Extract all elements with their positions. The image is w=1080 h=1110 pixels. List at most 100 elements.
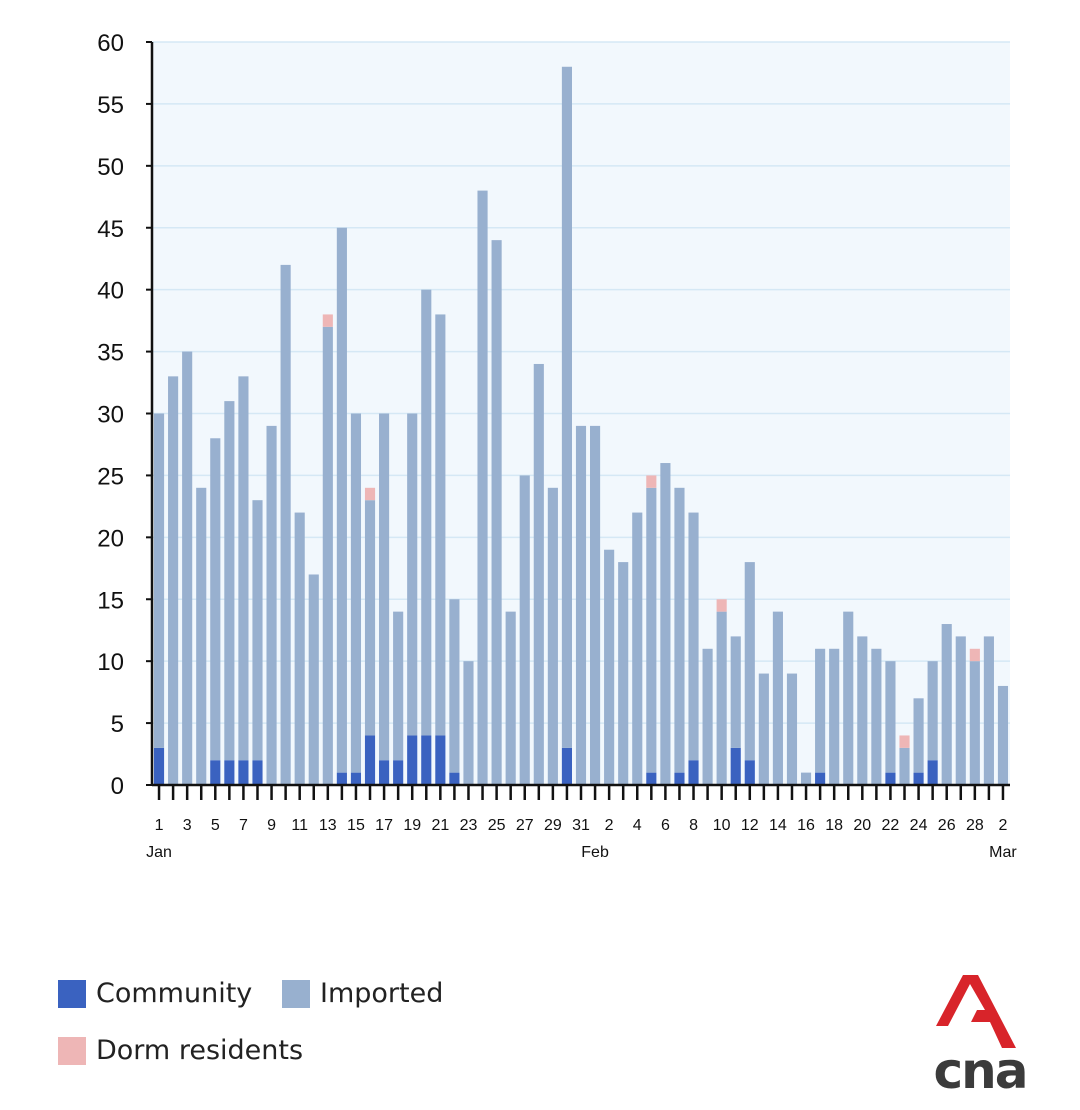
x-tick-label: 12 xyxy=(741,817,759,834)
bar-community xyxy=(449,772,460,785)
legend-label-community: Community xyxy=(96,978,253,1009)
bar-imported xyxy=(407,413,418,736)
legend-swatch-imported xyxy=(282,979,310,1008)
x-tick-label: 24 xyxy=(910,817,928,834)
x-tick-label: 9 xyxy=(267,817,276,834)
bar-imported xyxy=(435,314,446,736)
y-tick-label: 15 xyxy=(97,587,124,614)
x-tick-label: 6 xyxy=(661,817,670,834)
x-tick-label: 15 xyxy=(347,817,365,834)
x-tick-label: 8 xyxy=(689,817,698,834)
bar-imported xyxy=(730,636,741,748)
bar-imported xyxy=(350,413,362,773)
bar-imported xyxy=(744,562,755,761)
bar-imported xyxy=(702,648,713,785)
bar-imported xyxy=(294,512,305,785)
bar-imported xyxy=(674,487,685,773)
bar-community xyxy=(435,735,446,785)
bar-imported xyxy=(688,512,699,761)
bar-imported xyxy=(899,747,910,785)
bar-dorm-residents xyxy=(716,599,727,612)
y-tick-label: 20 xyxy=(97,525,124,552)
bar-imported xyxy=(632,512,643,785)
legend-swatch-community xyxy=(58,979,86,1008)
x-tick-label: 11 xyxy=(291,817,308,834)
bar-community xyxy=(238,760,249,785)
y-tick-label: 60 xyxy=(97,30,124,57)
bar-community xyxy=(421,735,432,785)
bar-imported xyxy=(505,611,516,785)
bar-imported xyxy=(393,611,404,761)
bar-community xyxy=(913,772,924,785)
bar-imported xyxy=(815,648,826,773)
bar-imported xyxy=(519,475,530,785)
bar-imported xyxy=(857,636,868,785)
bar-dorm-residents xyxy=(364,487,376,501)
x-tick-label: 21 xyxy=(431,817,449,834)
y-tick-label: 35 xyxy=(97,340,124,367)
bar-imported xyxy=(224,401,235,761)
bar-imported xyxy=(618,562,629,785)
bar-imported xyxy=(786,673,798,785)
bar-imported xyxy=(491,240,502,786)
bar-imported xyxy=(941,624,952,785)
bar-imported xyxy=(421,289,432,736)
bar-imported xyxy=(182,351,193,785)
bar-community xyxy=(885,772,896,785)
x-tick-label: 26 xyxy=(938,817,956,834)
bar-community xyxy=(393,760,404,785)
x-tick-label: 4 xyxy=(633,817,642,834)
x-tick-label: 22 xyxy=(882,817,900,834)
bar-dorm-residents xyxy=(646,475,657,488)
x-tick-label: 5 xyxy=(211,817,220,834)
bar-imported xyxy=(533,363,544,785)
bar-imported xyxy=(885,661,896,773)
bar-imported xyxy=(561,66,572,748)
bar-imported xyxy=(364,500,376,736)
legend: Community Imported Dorm residents xyxy=(58,970,618,1080)
bar-imported xyxy=(238,376,249,761)
x-tick-label: 25 xyxy=(488,817,506,834)
bar-community xyxy=(927,760,938,785)
y-tick-label: 55 xyxy=(97,92,124,119)
bar-imported xyxy=(772,611,783,785)
bar-community xyxy=(561,747,572,785)
legend-item-imported: Imported xyxy=(282,978,443,1009)
month-label: Feb xyxy=(581,844,609,861)
bar-community xyxy=(646,772,657,785)
x-tick-label: 23 xyxy=(460,817,478,834)
x-tick-label: 31 xyxy=(572,817,590,834)
bar-imported xyxy=(843,611,854,785)
bar-community xyxy=(379,760,390,785)
bar-community xyxy=(674,772,685,785)
bar-imported xyxy=(336,227,347,773)
bar-dorm-residents xyxy=(969,648,980,662)
cna-logo-mark xyxy=(936,975,1016,1048)
bar-imported xyxy=(196,487,207,785)
bar-imported xyxy=(871,648,882,785)
legend-label-imported: Imported xyxy=(320,978,444,1009)
bar-community xyxy=(815,772,826,785)
bar-imported xyxy=(308,574,319,785)
x-tick-label: 27 xyxy=(516,817,534,834)
bar-imported xyxy=(660,463,671,785)
x-tick-label: 10 xyxy=(713,817,731,834)
x-tick-label: 2 xyxy=(999,817,1008,834)
month-label: Jan xyxy=(146,844,172,861)
legend-item-dorm-residents: Dorm residents xyxy=(58,1035,303,1066)
bar-imported xyxy=(252,500,263,761)
bar-imported xyxy=(210,438,221,761)
x-tick-label: 7 xyxy=(239,817,248,834)
y-tick-label: 5 xyxy=(111,711,124,738)
y-tick-label: 30 xyxy=(97,402,124,429)
bar-imported xyxy=(266,425,277,785)
bar-community xyxy=(688,760,699,785)
bar-imported xyxy=(280,264,291,785)
bar-imported xyxy=(590,425,601,785)
x-tick-label: 18 xyxy=(825,817,843,834)
x-tick-label: 29 xyxy=(544,817,562,834)
bar-imported xyxy=(913,698,924,773)
x-tick-label: 19 xyxy=(403,817,421,834)
bar-imported xyxy=(477,190,488,786)
